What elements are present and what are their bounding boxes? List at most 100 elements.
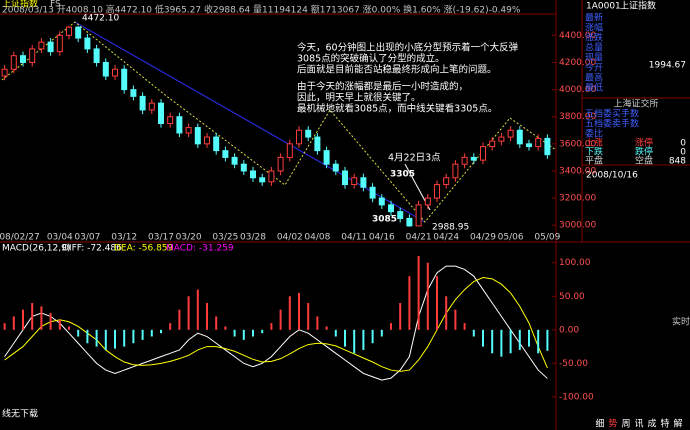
candle-body <box>489 140 496 148</box>
candle-body <box>112 68 118 77</box>
x-tick-label: 04/16 <box>369 233 395 243</box>
y-tick-label: 100.00 <box>559 258 591 268</box>
candle-body <box>305 129 312 138</box>
y-tick-label: 3400.00 <box>559 166 596 176</box>
x-tick-label: 03/07 <box>74 233 100 243</box>
side-stat: 涨停 <box>635 137 653 149</box>
y-tick-label: 4200.00 <box>559 58 596 68</box>
x-tick-label: 04/08 <box>304 233 330 243</box>
candle-body <box>507 129 514 138</box>
candle-body <box>535 137 542 148</box>
candle-body <box>194 127 201 145</box>
tab[interactable]: 细 <box>595 418 604 430</box>
annotation: 3085 <box>372 215 397 225</box>
side-row: 五档委买手数 <box>585 108 639 120</box>
candle-body <box>378 197 385 206</box>
candle-body <box>286 143 293 158</box>
x-tick-label: 04/21 <box>406 233 432 243</box>
annotation: 由于今天的涨幅都是最后一小时造成的， <box>297 81 468 93</box>
side-label: 最高 <box>585 72 603 84</box>
side-stat: 0 <box>680 148 686 158</box>
y-tick-label: 50.00 <box>559 292 585 302</box>
candle-body <box>323 150 330 165</box>
candle-body <box>470 156 477 161</box>
candle-body <box>526 143 532 148</box>
candle-body <box>277 156 284 172</box>
candle-body <box>185 127 192 134</box>
x-tick-label: 03/25 <box>212 233 238 243</box>
y-tick-label: 3600.00 <box>559 139 596 149</box>
tab[interactable]: 成 <box>647 418 656 430</box>
side-label: 现量 <box>585 53 603 64</box>
side-row: 委比 <box>585 128 603 140</box>
x-tick-label: 03/12 <box>111 233 137 243</box>
x-tick-label: 03/17 <box>148 233 174 243</box>
candle-body <box>259 177 266 183</box>
candle-body <box>93 48 100 63</box>
exchange: 上海证交所 <box>613 98 658 110</box>
subtitle: FS <box>50 0 61 10</box>
trend-line <box>74 21 426 223</box>
tab[interactable]: 解 <box>673 418 682 430</box>
candle-body <box>434 184 440 199</box>
legend-entry: DEA: -56.859 <box>114 244 174 254</box>
candle-body <box>231 156 238 165</box>
candle-body <box>461 156 468 165</box>
annotation: 3305 <box>390 170 415 180</box>
candle-body <box>240 163 247 172</box>
candle-body <box>222 150 229 158</box>
legend-entry: MACD: -31.259 <box>166 244 234 254</box>
side-label: 涨幅 <box>585 22 603 34</box>
x-tick-label: 04/02 <box>277 233 303 243</box>
side-label: 今开 <box>585 62 603 74</box>
tab[interactable]: 讯 <box>634 419 643 430</box>
low-label: 2988.95 <box>432 223 469 233</box>
stroke-line <box>1 21 557 223</box>
candle-body <box>56 34 63 53</box>
x-tick-label: 03/28 <box>240 233 266 243</box>
tab[interactable]: 周 <box>621 419 630 430</box>
side-row: 五档委卖手数 <box>585 118 639 130</box>
x-tick-label: 2008/02/27 <box>0 233 40 243</box>
side-stat: 空盘 <box>635 155 653 167</box>
candle-body <box>139 95 146 111</box>
x-tick-label: 03/20 <box>176 233 202 243</box>
x-tick-label: 03/04 <box>47 233 73 243</box>
candle-body <box>406 217 413 227</box>
macd-line <box>4 265 548 381</box>
tab[interactable]: 势 <box>608 418 617 430</box>
peak-label: 4472.10 <box>82 14 119 24</box>
candle-body <box>544 137 551 156</box>
code: 1A0001 <box>586 2 621 12</box>
y-tick-label: 0.00 <box>559 325 579 335</box>
x-tick-label: 05/06 <box>498 233 524 243</box>
candle-body <box>29 48 36 63</box>
side-label: 最新 <box>585 12 603 24</box>
x-tick-label: 05/09 <box>534 233 560 243</box>
candle-body <box>250 170 256 179</box>
candle-body <box>121 68 128 91</box>
candle-body <box>176 116 183 134</box>
candle-body <box>213 136 220 152</box>
tab[interactable]: 特 <box>660 418 669 430</box>
candle-body <box>167 116 174 124</box>
candle-body <box>148 102 155 111</box>
candle-body <box>351 177 358 186</box>
y-tick-label: -100.00 <box>559 392 594 402</box>
y-tick-label: 3000.00 <box>559 221 596 231</box>
name: 上证指数 <box>620 0 656 12</box>
candle-body <box>424 197 431 206</box>
candle-body <box>296 129 302 145</box>
candle-body <box>443 177 450 186</box>
candle-body <box>10 55 17 70</box>
side-label: 总量 <box>585 42 603 54</box>
candle-body <box>314 136 321 152</box>
candle-body <box>397 211 404 219</box>
annotation: 4月22日3点 <box>388 153 441 164</box>
macd-title: MACD(26,12,9) <box>2 244 70 254</box>
side-stat: 平盘 <box>585 155 603 167</box>
candle-body <box>47 41 54 53</box>
candle-body <box>20 55 26 63</box>
candle-body <box>84 37 91 50</box>
